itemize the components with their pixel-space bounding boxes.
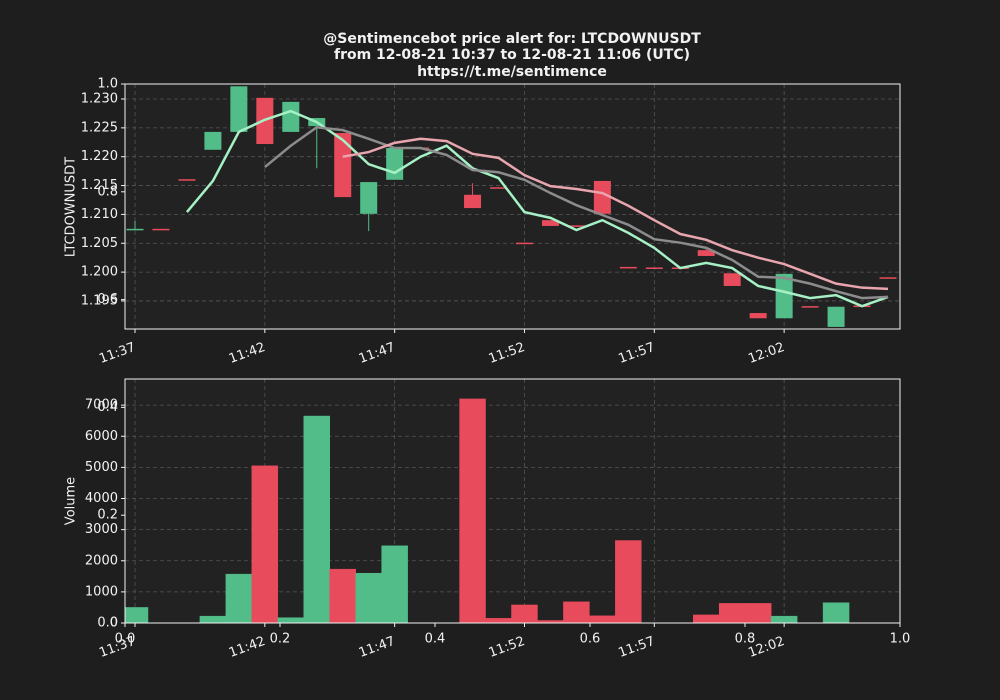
- candle-body: [541, 220, 559, 226]
- x-tick-label: 11:47: [357, 634, 397, 661]
- bar: [744, 603, 772, 623]
- moving-average-line: [342, 137, 889, 291]
- candle-body: [515, 242, 533, 245]
- spine: [124, 83, 901, 330]
- candle-body: [749, 313, 767, 319]
- candle-body: [645, 267, 663, 269]
- x-tick-label: 0.0: [115, 632, 136, 647]
- bar: [251, 465, 279, 623]
- candle-body: [801, 306, 819, 308]
- y-tick-label: 3000: [85, 522, 118, 537]
- y-tick-label: 1.220: [81, 149, 118, 164]
- y-tick-label: 0.2: [97, 508, 118, 523]
- x-tick-label: 12:02: [746, 340, 786, 367]
- candle-body: [827, 306, 845, 327]
- y-tick-label: 0.4: [97, 400, 118, 415]
- y-tick-label: 0.0: [97, 616, 118, 631]
- chart-link: https://t.me/sentimence: [417, 64, 607, 80]
- moving-average-line: [264, 125, 889, 300]
- chart-title: @Sentimencebot price alert for: LTCDOWNU…: [323, 31, 701, 47]
- y-axis-label: LTCDOWNUSDT: [64, 157, 79, 257]
- y-tick-label: 0.8: [97, 184, 118, 199]
- y-tick-label: 1.195: [81, 293, 118, 308]
- x-tick-label: 0.2: [270, 632, 291, 647]
- x-tick-label: 11:52: [487, 340, 527, 367]
- bar: [563, 601, 590, 623]
- chart-subtitle: from 12-08-21 10:37 to 12-08-21 11:06 (U…: [334, 47, 690, 63]
- bar: [511, 604, 538, 623]
- y-tick-label: 1.230: [81, 92, 118, 107]
- y-tick-label: 6000: [85, 429, 118, 444]
- candle-body: [775, 273, 793, 319]
- candle-body: [567, 225, 585, 227]
- bar: [125, 607, 149, 623]
- bar: [718, 603, 746, 623]
- x-tick-label: 11:57: [617, 634, 657, 661]
- bar: [770, 615, 798, 623]
- y-tick-label: 1.215: [81, 178, 118, 193]
- y-tick-label: 5000: [85, 460, 118, 475]
- y-tick-label: 0.6: [97, 292, 118, 307]
- y-tick-label: 1000: [85, 584, 118, 599]
- candle-body: [879, 277, 897, 279]
- price-plot: [125, 84, 900, 329]
- y-tick-label: 1.225: [81, 120, 118, 135]
- y-tick-label: 1.0: [97, 77, 118, 92]
- x-tick-label: 1.0: [890, 632, 911, 647]
- bar: [615, 540, 642, 623]
- candle-body: [490, 187, 508, 189]
- y-axis-label: Volume: [64, 477, 79, 525]
- x-tick-label: 11:42: [227, 340, 267, 367]
- bar: [589, 615, 616, 623]
- bar: [459, 398, 486, 623]
- y-tick-label: 2000: [85, 553, 118, 568]
- candle-body: [126, 228, 144, 231]
- x-tick-label: 11:42: [227, 634, 267, 661]
- candle-body: [230, 86, 248, 132]
- x-tick-label: 0.6: [580, 632, 601, 647]
- x-tick-label: 11:52: [487, 634, 527, 661]
- y-tick-label: 0: [110, 616, 118, 631]
- bar: [355, 572, 382, 623]
- bar: [329, 568, 356, 623]
- x-tick-label: 11:47: [357, 340, 397, 367]
- moving-average-line: [185, 109, 889, 308]
- x-tick-label: 11:37: [97, 340, 137, 367]
- y-tick-label: 7000: [85, 398, 118, 413]
- candle-body: [178, 179, 196, 181]
- axes-layer: 1.195 1.200 1.205 1.210 1.215 1.220 1.225 1.230…: [81, 77, 911, 661]
- bar: [225, 573, 253, 623]
- bar: [693, 614, 720, 623]
- bar: [277, 617, 305, 623]
- candle-body: [697, 250, 715, 256]
- candle-body: [282, 101, 300, 132]
- candle-body: [464, 194, 482, 209]
- candle-body: [152, 228, 170, 231]
- bar: [303, 415, 330, 623]
- y-tick-label: 4000: [85, 491, 118, 506]
- candle-body: [386, 148, 404, 180]
- y-tick-label: 1.205: [81, 236, 118, 251]
- x-tick-label: 0.8: [735, 632, 756, 647]
- candle-body: [360, 182, 378, 214]
- bar: [485, 618, 512, 623]
- candle-body: [723, 273, 741, 286]
- x-tick-label: 0.4: [425, 632, 446, 647]
- volume-plot: [125, 379, 900, 623]
- spine: [124, 378, 901, 624]
- bar: [381, 545, 408, 623]
- x-tick-label: 11:57: [617, 340, 657, 367]
- candle-body: [204, 131, 222, 150]
- y-tick-label: 1.210: [81, 207, 118, 222]
- candle-body: [334, 133, 352, 198]
- bar: [822, 602, 850, 623]
- bar: [199, 615, 227, 623]
- y-tick-label: 1.200: [81, 265, 118, 280]
- candle-body: [619, 266, 637, 269]
- candle-body: [593, 180, 611, 214]
